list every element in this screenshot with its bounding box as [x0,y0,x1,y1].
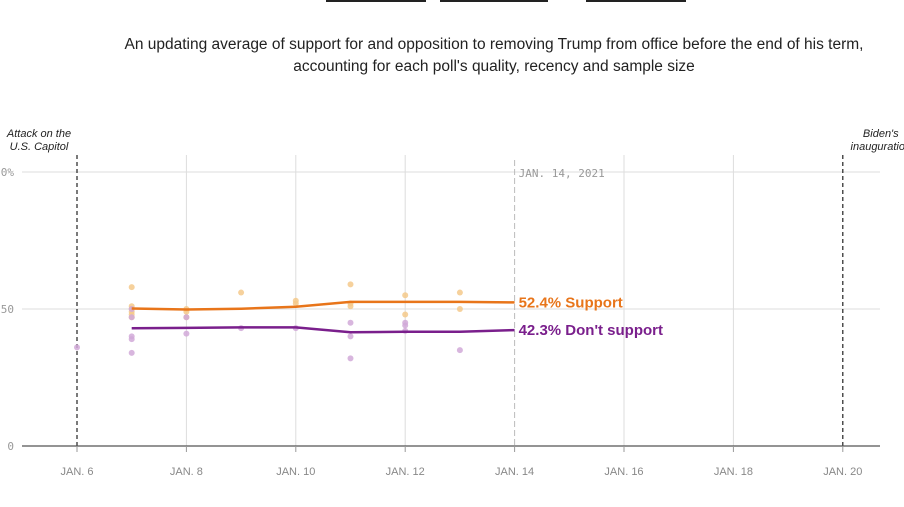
average-lines [131,300,515,334]
support-poll-dot [456,289,463,296]
x-tick-label: JAN. 18 [714,466,753,478]
support-end-label: 52.4% Support [519,294,623,311]
x-tick-label: JAN. 20 [823,466,862,478]
oppose-poll-dot [347,319,354,326]
nav-tab-3[interactable] [586,0,686,2]
nav-tab-2[interactable] [440,0,548,2]
x-tick-label: JAN. 14 [495,466,534,478]
support-poll-dot [456,306,463,312]
current-date-label: JAN. 14, 2021 [519,167,605,180]
y-tick-label: 0 [7,440,14,453]
oppose-poll-dot [128,349,135,356]
end-labels: 52.4% Support 42.3% Don't support [519,294,663,339]
y-tick-label: 100% [0,166,14,179]
oppose-end-label: 42.3% Don't support [519,322,663,339]
support-poll-dot [347,303,354,310]
support-poll-dot [402,311,409,318]
chart-subtitle: An updating average of support for and o… [124,36,864,75]
support-average-line [131,300,515,311]
event-annotation: Biden's [863,128,899,140]
top-nav-tabs [0,0,904,4]
oppose-poll-dot [456,347,463,354]
oppose-poll-dot [347,355,354,362]
axes: 100% 50 0 JAN. 6 JAN. 8 JAN. 10 JAN. 12 JAN. 14… [0,166,880,478]
nav-tab-1[interactable] [326,0,426,2]
support-poll-dot [347,281,354,288]
support-poll-dot [402,292,409,299]
event-annotation: inauguration [851,141,904,153]
x-tick-label: JAN. 12 [386,466,425,478]
oppose-poll-dot [183,330,190,337]
support-poll-dot [292,300,299,307]
oppose-poll-dot [128,314,135,321]
oppose-poll-dot [347,333,354,340]
event-annotation: U.S. Capitol [10,141,69,153]
support-poll-dot [128,284,135,291]
y-tick-label: 50 [1,303,14,316]
poll-dots [74,281,463,362]
oppose-poll-dot [74,344,80,351]
x-tick-label: JAN. 8 [170,466,203,478]
gridlines [22,155,880,446]
support-poll-dot [238,289,245,296]
x-tick-label: JAN. 10 [276,466,315,478]
x-tick-label: JAN. 16 [604,466,643,478]
x-tick-label: JAN. 6 [60,466,93,478]
event-annotation: Attack on the [6,128,71,140]
oppose-poll-dot [128,336,135,343]
oppose-poll-dot [402,322,409,329]
oppose-poll-dot [183,314,190,321]
oppose-average-line [131,326,515,334]
